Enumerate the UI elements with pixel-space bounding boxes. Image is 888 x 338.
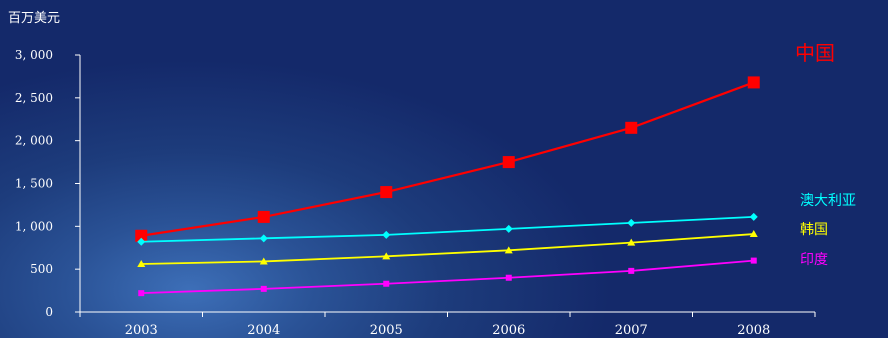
y-axis-unit-label: 百万美元 xyxy=(8,11,61,26)
data-point xyxy=(504,224,513,233)
data-point xyxy=(382,252,391,260)
y-tick-label: 2, 500 xyxy=(15,91,53,105)
data-point xyxy=(625,121,638,134)
data-point xyxy=(628,267,635,274)
data-point xyxy=(382,230,391,239)
y-tick-label: 3, 000 xyxy=(15,48,53,62)
series-label: 澳大利亚 xyxy=(800,193,856,209)
data-point xyxy=(259,234,268,243)
data-point xyxy=(138,290,145,297)
data-point xyxy=(749,212,758,221)
data-point xyxy=(750,257,757,264)
x-tick-label: 2007 xyxy=(615,323,648,338)
x-tick-label: 2006 xyxy=(492,323,525,338)
series-line-4 xyxy=(141,259,754,295)
y-tick-label: 0 xyxy=(45,305,53,319)
data-point xyxy=(260,285,267,292)
x-tick-label: 2008 xyxy=(737,323,770,338)
series-label: 印度 xyxy=(800,252,828,268)
x-tick-label: 2005 xyxy=(370,323,403,338)
x-tick-label: 2004 xyxy=(247,323,280,338)
data-point xyxy=(137,260,146,268)
data-point xyxy=(137,237,146,246)
y-tick-label: 2, 000 xyxy=(15,134,53,148)
data-point xyxy=(380,186,393,199)
data-point xyxy=(627,238,636,246)
data-point xyxy=(383,280,390,287)
y-tick-label: 500 xyxy=(30,262,53,276)
data-point xyxy=(627,218,636,227)
data-point xyxy=(135,229,148,242)
series-line-3 xyxy=(141,233,754,265)
data-point xyxy=(259,257,268,265)
data-point xyxy=(504,246,513,254)
data-point xyxy=(505,274,512,281)
y-tick-label: 1, 000 xyxy=(15,219,53,233)
data-point xyxy=(502,156,515,169)
data-point xyxy=(257,210,270,223)
data-point xyxy=(747,76,760,89)
data-point xyxy=(749,230,758,238)
series-line-2 xyxy=(141,216,754,243)
series-label: 韩国 xyxy=(800,222,828,238)
series-label: 中国 xyxy=(795,41,835,65)
x-tick-label: 2003 xyxy=(125,323,158,338)
y-tick-label: 1, 500 xyxy=(15,177,53,191)
series-line-1 xyxy=(141,81,755,237)
